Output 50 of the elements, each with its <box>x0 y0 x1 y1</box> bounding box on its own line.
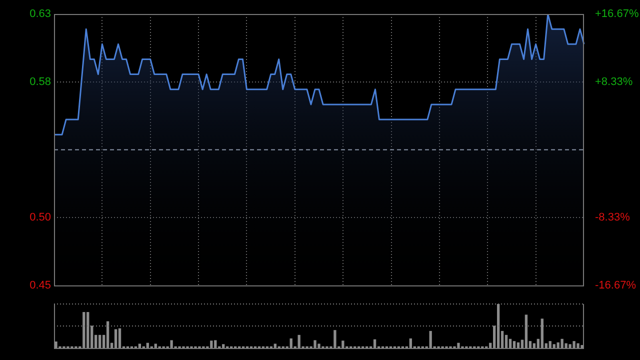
y2-tick-label: +16.67% <box>595 8 639 20</box>
bar <box>170 340 173 348</box>
bar <box>516 342 520 348</box>
bar <box>580 345 584 348</box>
y-tick-label: 0.58 <box>30 76 51 88</box>
bar <box>532 343 536 348</box>
bar <box>118 328 122 348</box>
y2-tick-label: -16.67% <box>595 279 636 292</box>
y-tick-label: 0.50 <box>30 212 51 224</box>
bar <box>560 338 564 348</box>
bar <box>214 340 217 348</box>
bar <box>314 340 316 348</box>
bar <box>508 338 512 348</box>
bar <box>409 338 412 348</box>
y2-tick-label: +8.33% <box>595 76 633 88</box>
bar <box>290 338 292 348</box>
bar <box>524 314 528 348</box>
y-tick-label: 0.63 <box>30 8 51 20</box>
bar <box>564 343 568 348</box>
bar <box>82 312 86 348</box>
bar <box>86 312 90 348</box>
bar <box>298 334 300 348</box>
bar <box>548 341 552 348</box>
bar <box>429 330 432 348</box>
bar <box>572 341 576 348</box>
bar <box>138 344 142 348</box>
bar <box>334 330 336 348</box>
y-tick-label: 0.45 <box>30 279 51 292</box>
bar <box>222 344 225 348</box>
bar <box>568 344 572 348</box>
bar <box>512 341 516 348</box>
bar <box>556 342 560 348</box>
bar <box>106 321 110 348</box>
bar <box>342 340 344 348</box>
bar <box>98 334 102 348</box>
y2-tick-label: -8.33% <box>595 212 630 224</box>
bar <box>54 342 58 348</box>
bar <box>504 334 508 348</box>
bar <box>576 343 580 348</box>
bar <box>373 339 376 348</box>
bar <box>154 344 157 348</box>
bar <box>114 329 118 348</box>
bar <box>552 344 556 348</box>
bar <box>318 344 320 348</box>
bar <box>210 340 213 348</box>
bar <box>457 342 460 348</box>
bar <box>274 344 276 348</box>
bar <box>496 304 500 348</box>
bar <box>146 342 149 348</box>
bar <box>540 318 544 348</box>
